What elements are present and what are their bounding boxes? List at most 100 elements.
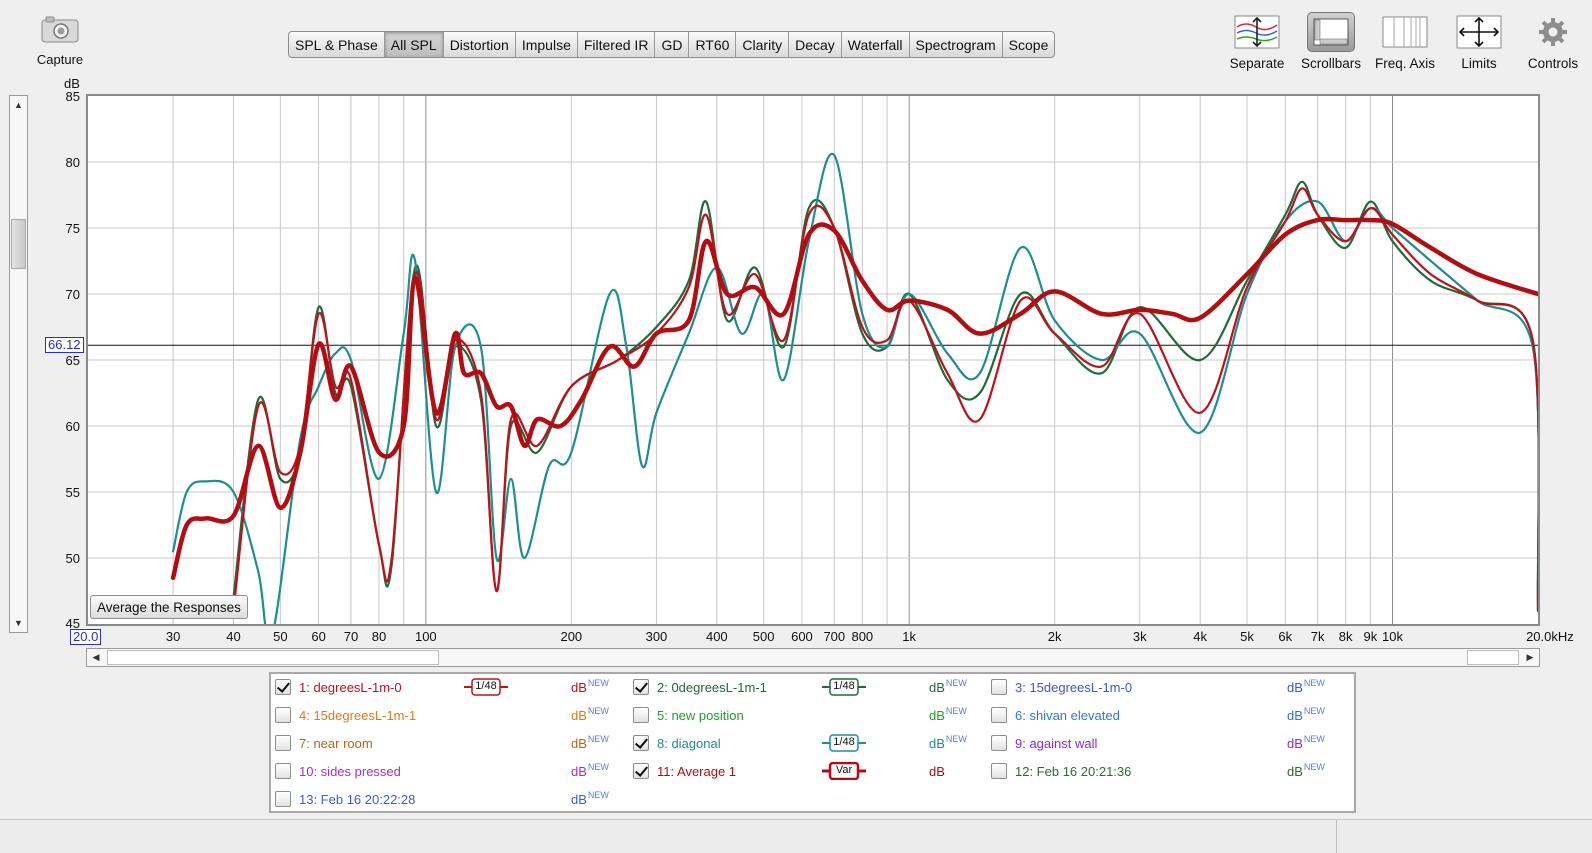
y-tick-label: 80 <box>65 155 80 170</box>
separate-button[interactable]: Separate <box>1220 12 1294 71</box>
tab-impulse[interactable]: Impulse <box>516 32 578 57</box>
tab-gd[interactable]: GD <box>655 32 690 57</box>
scroll-down-arrow-icon[interactable]: ▼ <box>14 618 23 628</box>
legend-item-4[interactable]: 4: 15degreesL-1m-1 <box>275 704 416 726</box>
trace-degreesl-1m-0 <box>232 187 1538 612</box>
y-tick-label: 75 <box>65 221 80 236</box>
legend-item-1[interactable]: 1: degreesL-1m-0 <box>275 676 402 698</box>
scroll-up-arrow-icon[interactable]: ▲ <box>14 100 23 110</box>
legend-item-5[interactable]: 5: new position <box>633 704 744 726</box>
y-tick-label: 60 <box>65 419 80 434</box>
cursor-level-marker[interactable]: 66.12 <box>45 337 84 353</box>
legend-smoothing-label: 1/48 <box>833 680 855 692</box>
legend-label: 3: 15degreesL-1m-0 <box>1015 679 1133 695</box>
legend-checkbox[interactable] <box>991 735 1007 751</box>
legend-item-6[interactable]: 6: shivan elevated <box>991 704 1120 726</box>
tab-spl-phase[interactable]: SPL & Phase <box>289 32 385 57</box>
horizontal-scrollbar-thumb[interactable] <box>107 650 439 665</box>
scrollbars-button[interactable]: Scrollbars <box>1294 12 1368 71</box>
legend-checkbox[interactable] <box>633 735 649 751</box>
legend-label: 1: degreesL-1m-0 <box>299 679 402 695</box>
controls-gear-icon <box>1529 12 1577 52</box>
legend-item-10[interactable]: 10: sides pressed <box>275 760 401 782</box>
y-tick-label: 45 <box>65 616 80 631</box>
horizontal-scrollbar[interactable]: ◀ ▶ <box>86 648 1540 667</box>
legend-smoothing-label: 1/48 <box>833 736 855 748</box>
legend-checkbox[interactable] <box>991 763 1007 779</box>
average-trace <box>170 216 1538 581</box>
scroll-left-arrow-icon[interactable]: ◀ <box>92 652 100 662</box>
x-tick-label: 500 <box>752 629 775 644</box>
legend-item-7[interactable]: 7: near room <box>275 732 373 754</box>
legend-checkbox[interactable] <box>275 763 291 779</box>
legend-checkbox[interactable] <box>275 679 291 695</box>
legend-new-badge: NEW <box>1303 706 1325 716</box>
tab-filtered-ir[interactable]: Filtered IR <box>578 32 656 57</box>
camera-icon <box>40 14 80 44</box>
legend-item-13[interactable]: 13: Feb 16 20:22:28 <box>275 788 415 810</box>
tab-scope[interactable]: Scope <box>1008 36 1049 53</box>
legend-new-badge: NEW <box>1303 762 1325 772</box>
tab-clarity[interactable]: Clarity <box>736 32 790 57</box>
legend-item-11[interactable]: 11: Average 1 <box>633 760 736 782</box>
x-tick-label: 8k <box>1338 629 1353 644</box>
y-tick-label: 65 <box>65 353 80 368</box>
legend-unit: dB NEW <box>571 762 609 779</box>
limits-button[interactable]: Limits <box>1442 12 1516 71</box>
legend-label: 5: new position <box>657 707 744 723</box>
legend-item-9[interactable]: 9: against wall <box>991 732 1097 754</box>
legend-item-12[interactable]: 12: Feb 16 20:21:36 <box>991 760 1131 782</box>
legend-item-2[interactable]: 2: 0degreesL-1m-1 <box>633 676 767 698</box>
spl-graph[interactable] <box>88 96 1538 624</box>
legend-unit: dB NEW <box>1287 706 1325 723</box>
legend-item-3[interactable]: 3: 15degreesL-1m-0 <box>991 676 1132 698</box>
x-tick-label: 6k <box>1278 629 1293 644</box>
x-tick-label: 2k <box>1047 629 1062 644</box>
legend-smoothing-label: 1/48 <box>475 680 497 692</box>
legend-checkbox[interactable] <box>275 707 291 723</box>
tab-distortion[interactable]: Distortion <box>444 32 516 57</box>
vertical-scrollbar[interactable]: ▲ ▼ <box>9 95 28 633</box>
legend-unit: dB <box>929 764 945 779</box>
tab-rt60[interactable]: RT60 <box>689 32 737 57</box>
controls-button[interactable]: Controls <box>1516 12 1590 71</box>
y-tick-label: 85 <box>65 89 80 104</box>
legend-unit: dB NEW <box>571 734 609 751</box>
legend-checkbox[interactable] <box>275 791 291 807</box>
legend-checkbox[interactable] <box>991 679 1007 695</box>
legend-checkbox[interactable] <box>991 707 1007 723</box>
tab-spectrogram[interactable]: Spectrogram <box>910 32 1003 57</box>
legend-checkbox[interactable] <box>633 707 649 723</box>
x-tick-label: 300 <box>645 629 668 644</box>
tab-decay[interactable]: Decay <box>789 32 842 57</box>
legend-unit: dB NEW <box>929 734 967 751</box>
x-tick-label: 1k <box>902 629 917 644</box>
x-start-marker[interactable]: 20.0 <box>70 629 102 645</box>
legend-new-badge: NEW <box>587 706 609 716</box>
legend-item-8[interactable]: 8: diagonal <box>633 732 721 754</box>
legend-label: 4: 15degreesL-1m-1 <box>299 707 417 723</box>
separate-label: Separate <box>1229 56 1285 71</box>
capture-button[interactable]: Capture <box>30 14 90 67</box>
freq-axis-label: Freq. Axis <box>1374 56 1436 71</box>
x-tick-label: 9k <box>1363 629 1378 644</box>
tab-waterfall[interactable]: Waterfall <box>842 32 910 57</box>
legend-label: 12: Feb 16 20:21:36 <box>1015 763 1132 779</box>
legend-new-badge: NEW <box>587 762 609 772</box>
scroll-right-arrow-icon[interactable]: ▶ <box>1526 652 1534 662</box>
legend-smoothing-label: Var <box>835 764 853 776</box>
legend-smoothing-icon: 1/48 <box>463 676 509 698</box>
legend-checkbox[interactable] <box>275 735 291 751</box>
legend-checkbox[interactable] <box>633 763 649 779</box>
x-tick-label: 30 <box>165 629 181 644</box>
y-axis-unit: dB <box>64 76 80 91</box>
average-responses-button[interactable]: Average the Responses <box>90 595 248 619</box>
x-tick-label: 100 <box>414 629 437 644</box>
tab-all-spl[interactable]: All SPL <box>384 32 444 57</box>
freq-axis-button[interactable]: Freq. Axis <box>1368 12 1442 71</box>
legend-checkbox[interactable] <box>633 679 649 695</box>
legend-unit: dB NEW <box>929 706 967 723</box>
vertical-scrollbar-thumb[interactable] <box>11 219 26 269</box>
legend-label: 11: Average 1 <box>657 763 737 779</box>
legend-smoothing-icon: 1/48 <box>821 732 867 754</box>
